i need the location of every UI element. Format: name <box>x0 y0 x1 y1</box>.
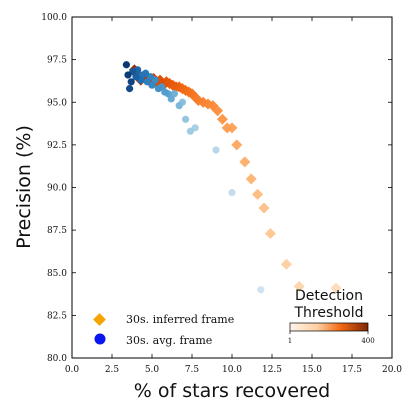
y-tick-label: 85.0 <box>47 269 67 279</box>
avg-frame-point <box>154 85 162 93</box>
avg-frame-point <box>127 78 135 86</box>
y-tick-label: 100.0 <box>41 13 67 23</box>
colorbar-title-line2: Threshold <box>294 305 364 321</box>
avg-frame-point <box>122 61 130 69</box>
avg-frame-point <box>143 78 151 86</box>
y-tick-label: 82.5 <box>47 311 67 321</box>
avg-frame-point <box>228 189 236 197</box>
y-tick-label: 95.0 <box>47 98 67 108</box>
x-tick-label: 7.5 <box>185 365 200 375</box>
colorbar-gradient <box>289 322 369 332</box>
inferred-frame-point <box>216 113 228 125</box>
x-tick-label: 2.5 <box>105 365 120 375</box>
avg-frame-point <box>175 102 183 110</box>
inferred-frame-point <box>330 282 342 294</box>
avg-frame-point <box>257 286 265 294</box>
x-tick-label: 17.5 <box>342 365 362 375</box>
x-tick-label: 5.0 <box>145 365 160 375</box>
inferred-frame-point <box>245 173 257 185</box>
x-tick-label: 15.0 <box>302 365 322 375</box>
colorbar-label-max: 400 <box>361 337 374 345</box>
y-tick-label: 80.0 <box>47 354 67 364</box>
inferred-frame-point <box>258 202 270 214</box>
y-tick-label: 90.0 <box>47 184 67 194</box>
legend-marker-inferred <box>93 313 106 326</box>
legend-label-inferred: 30s. inferred frame <box>126 313 234 326</box>
avg-frame-point <box>126 85 134 93</box>
inferred-frame-point <box>280 258 292 270</box>
x-tick-label: 12.5 <box>262 365 282 375</box>
inferred-frame-point <box>293 280 305 292</box>
colorbar: Detection Threshold 1 400 <box>288 288 375 345</box>
legend-label-avg: 30s. avg. frame <box>126 334 212 347</box>
inferred-frame-point <box>252 188 264 200</box>
x-tick-label: 10.0 <box>222 365 242 375</box>
x-axis-title: % of stars recovered <box>134 380 330 402</box>
x-tick-label: 0.0 <box>65 365 80 375</box>
x-tick-label: 20.0 <box>382 365 402 375</box>
colorbar-title-line1: Detection <box>295 288 363 304</box>
y-tick-label: 87.5 <box>47 226 67 236</box>
y-axis-ticks: 80.0 82.5 85.0 87.5 90.0 92.5 95.0 97.5 100.0 <box>41 13 392 364</box>
y-tick-label: 92.5 <box>47 141 67 151</box>
avg-frame-point <box>124 71 132 79</box>
colorbar-label-min: 1 <box>288 337 292 345</box>
avg-frame-point <box>186 127 194 135</box>
inferred-frame-point <box>231 139 243 151</box>
x-axis-ticks: 0.0 2.5 5.0 7.5 10.0 12.5 15.0 17.5 20.0 <box>65 17 402 375</box>
legend: 30s. inferred frame 30s. avg. frame <box>93 313 234 347</box>
avg-frame-point <box>212 146 220 154</box>
inferred-frame-point <box>221 122 233 134</box>
y-axis-title: Precision (%) <box>13 125 35 249</box>
legend-marker-avg <box>94 333 106 345</box>
y-tick-label: 97.5 <box>47 56 67 66</box>
marks-layer <box>122 61 342 294</box>
inferred-frame-point <box>264 228 276 240</box>
inferred-frame-point <box>239 156 251 168</box>
avg-frame-point <box>182 115 190 123</box>
